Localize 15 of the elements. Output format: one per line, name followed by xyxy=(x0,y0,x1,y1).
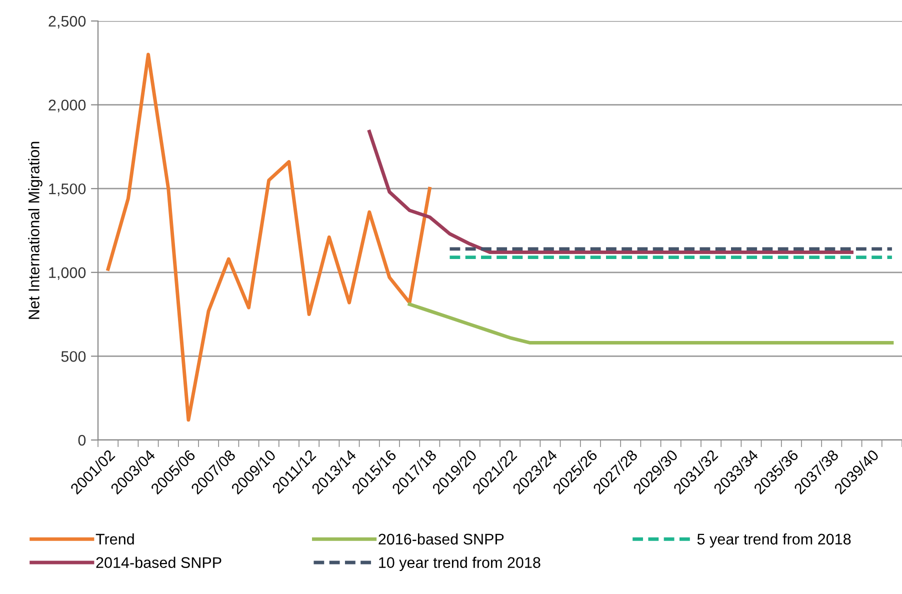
y-tick-label: 500 xyxy=(61,351,86,362)
line-series xyxy=(368,130,854,254)
legend-label: 10 year trend from 2018 xyxy=(379,556,540,572)
legend-label: 2014-based SNPP xyxy=(96,556,222,568)
y-tick-label: 1,500 xyxy=(49,183,86,196)
y-tick-label: 2,000 xyxy=(48,100,86,112)
y-axis-title: Net International Migration xyxy=(28,142,42,319)
y-tick-label: 2,500 xyxy=(48,16,86,28)
legend-label: Trend xyxy=(96,533,134,545)
legend-label: 2016-based SNPP xyxy=(378,533,504,545)
y-tick-label: 0 xyxy=(78,434,86,446)
y-tick-label: 1,000 xyxy=(49,267,86,280)
legend-label: 5 year trend from 2018 xyxy=(697,533,851,548)
line-series xyxy=(106,52,432,422)
line-series xyxy=(408,302,894,345)
